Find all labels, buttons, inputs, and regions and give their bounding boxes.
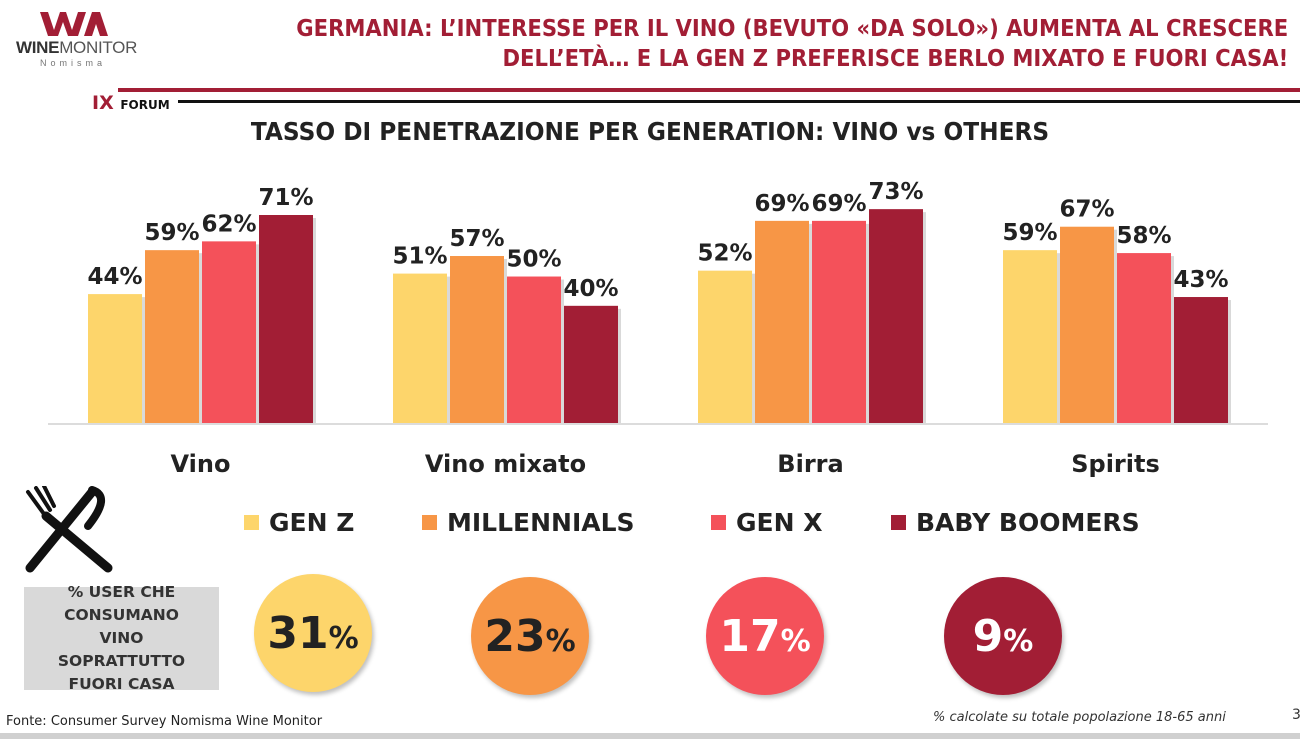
data-label: 51% (392, 244, 447, 270)
legend-swatch (244, 515, 259, 530)
chart-title: TASSO DI PENETRAZIONE PER GENERATION: VI… (250, 117, 1050, 146)
data-label: 59% (1002, 220, 1057, 246)
legend-swatch (891, 515, 906, 530)
bar-baby-boomers (564, 305, 618, 423)
bar-gen-z (698, 270, 752, 423)
circle-gen-x: 17% (706, 577, 824, 695)
bottom-bar (0, 733, 1300, 739)
legend-swatch (711, 515, 726, 530)
legend-gen-x: GEN X (711, 508, 823, 537)
bar-millennials (450, 256, 504, 423)
category-label: Spirits (1071, 450, 1160, 478)
logo-subtitle: Nomisma (40, 58, 107, 68)
legend-swatch (422, 515, 437, 530)
out-of-home-label: % USER CHE CONSUMANO VINO SOPRATTUTTO FU… (24, 583, 219, 693)
data-label: 40% (563, 276, 618, 302)
logo-text: WINEMONITOR (16, 38, 138, 57)
source-note: Fonte: Consumer Survey Nomisma Wine Moni… (6, 714, 323, 729)
data-label: 62% (201, 211, 256, 237)
legend-millennials: MILLENNIALS (422, 508, 635, 537)
title-line-2: DELL’ETÀ… E LA GEN Z PREFERISCE BERLO MI… (502, 46, 1288, 72)
bar-gen-z (1003, 250, 1057, 423)
divider-black (178, 100, 1300, 103)
fork-knife-icon (25, 486, 113, 573)
data-label: 50% (506, 247, 561, 273)
data-label: 52% (697, 241, 752, 267)
bar-millennials (145, 250, 199, 423)
circle-gen-z: 31% (254, 574, 372, 692)
category-label: Vino mixato (425, 450, 586, 478)
page-number: 3 (1292, 707, 1300, 723)
bar-baby-boomers (1174, 297, 1228, 423)
category-label: Birra (777, 450, 843, 478)
data-label: 44% (87, 264, 142, 290)
bar-gen-z (88, 294, 142, 423)
bar-gen-x (1117, 253, 1171, 423)
data-label: 73% (868, 179, 923, 205)
bar-millennials (755, 220, 809, 423)
data-label: 71% (258, 185, 313, 211)
forum-label: IX FORUM (92, 92, 170, 114)
slide-title: GERMANIA: L’INTERESSE PER IL VINO (BEVUT… (296, 14, 1288, 74)
footnote: % calcolate su totale popolazione 18-65 … (933, 710, 1226, 725)
data-label: 69% (754, 191, 809, 217)
data-label: 57% (449, 226, 504, 252)
bar-millennials (1060, 226, 1114, 423)
legend-gen-z: GEN Z (244, 508, 354, 537)
data-label: 43% (1173, 267, 1228, 293)
data-label: 59% (144, 220, 199, 246)
bar-baby-boomers (259, 215, 313, 423)
logo-mark-icon (40, 12, 108, 36)
legend-baby-boomers: BABY BOOMERS (891, 508, 1140, 537)
bar-gen-x (202, 241, 256, 423)
category-label: Vino (171, 450, 231, 478)
circle-baby-boomers: 9% (944, 577, 1062, 695)
title-line-1: GERMANIA: L’INTERESSE PER IL VINO (BEVUT… (296, 16, 1288, 42)
data-label: 58% (1116, 223, 1171, 249)
bar-baby-boomers (869, 209, 923, 423)
bar-gen-x (812, 220, 866, 423)
circle-millennials: 23% (471, 577, 589, 695)
bar-gen-x (507, 276, 561, 423)
divider-red (118, 88, 1300, 92)
bar-gen-z (393, 273, 447, 423)
data-label: 67% (1059, 197, 1114, 223)
data-label: 69% (811, 191, 866, 217)
